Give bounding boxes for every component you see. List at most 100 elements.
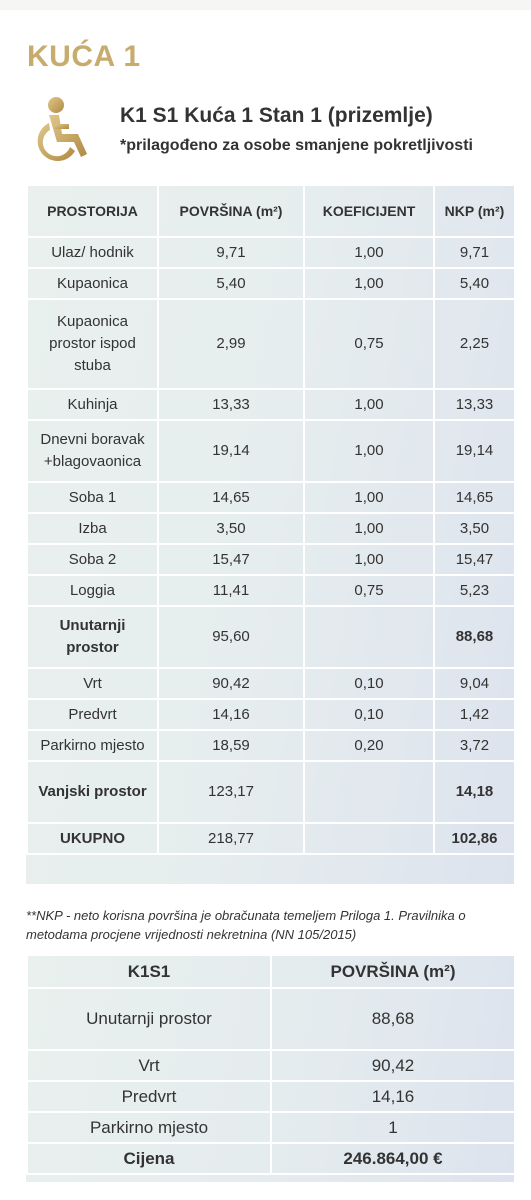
- summary-value: 88,68: [270, 987, 516, 1051]
- table-row: Soba 1 14,65 1,00 14,65: [26, 481, 516, 514]
- table-row: Predvrt 14,16 0,10 1,42: [26, 698, 516, 731]
- room-area: 19,14: [157, 419, 305, 483]
- price-value: 246.864,00 €: [270, 1142, 516, 1175]
- room-name: Loggia: [26, 574, 159, 607]
- room-name: Ulaz/ hodnik: [26, 236, 159, 269]
- room-area: 123,17: [157, 760, 305, 824]
- room-nkp: 1,42: [433, 698, 516, 731]
- room-nkp: 5,40: [433, 267, 516, 300]
- room-coef: 1,00: [303, 543, 435, 576]
- summary-table-header: K1S1 POVRŠINA (m²): [26, 954, 516, 989]
- rooms-table: PROSTORIJA POVRŠINA (m²) KOEFICIJENT NKP…: [26, 184, 516, 855]
- room-name: Parkirno mjesto: [26, 729, 159, 762]
- house-title: KUĆA 1: [27, 40, 141, 73]
- room-coef: 0,10: [303, 698, 435, 731]
- col-header-nkp: NKP (m²): [433, 184, 516, 238]
- room-coef: [303, 605, 435, 669]
- table-row: Kuhinja 13,33 1,00 13,33: [26, 388, 516, 421]
- table-row: Kupaonica prostor ispod stuba 2,99 0,75 …: [26, 298, 516, 390]
- col-header-room: PROSTORIJA: [26, 184, 159, 238]
- top-strip: [0, 0, 531, 10]
- rooms-table-header: PROSTORIJA POVRŠINA (m²) KOEFICIJENT NKP…: [26, 184, 516, 238]
- room-area: 5,40: [157, 267, 305, 300]
- room-area: 90,42: [157, 667, 305, 700]
- price-label: Cijena: [26, 1142, 272, 1175]
- table-row: Izba 3,50 1,00 3,50: [26, 512, 516, 545]
- room-coef: [303, 760, 435, 824]
- room-nkp: 2,25: [433, 298, 516, 390]
- table-row: Kupaonica 5,40 1,00 5,40: [26, 267, 516, 300]
- total-row: UKUPNO 218,77 102,86: [26, 822, 516, 855]
- room-name: Soba 2: [26, 543, 159, 576]
- room-coef: 1,00: [303, 388, 435, 421]
- subtotal-row: Unutarnji prostor 95,60 88,68: [26, 605, 516, 669]
- room-coef: 0,75: [303, 574, 435, 607]
- room-name: Kupaonica prostor ispod stuba: [26, 298, 159, 390]
- room-coef: 1,00: [303, 236, 435, 269]
- room-name: Unutarnji prostor: [26, 605, 159, 669]
- room-name: Soba 1: [26, 481, 159, 514]
- unit-title: K1 S1 Kuća 1 Stan 1 (prizemlje): [120, 104, 433, 127]
- room-name: UKUPNO: [26, 822, 159, 855]
- room-coef: 1,00: [303, 481, 435, 514]
- rooms-table-container: PROSTORIJA POVRŠINA (m²) KOEFICIJENT NKP…: [26, 184, 516, 884]
- summary-label: Vrt: [26, 1049, 272, 1082]
- summary-label: Parkirno mjesto: [26, 1111, 272, 1144]
- table-row: Loggia 11,41 0,75 5,23: [26, 574, 516, 607]
- table-row: Parkirno mjesto 18,59 0,20 3,72: [26, 729, 516, 762]
- room-area: 11,41: [157, 574, 305, 607]
- room-nkp: 9,71: [433, 236, 516, 269]
- table-row: Vrt 90,42: [26, 1049, 516, 1082]
- room-name: Izba: [26, 512, 159, 545]
- room-coef: 1,00: [303, 419, 435, 483]
- room-name: Predvrt: [26, 698, 159, 731]
- col-header-area: POVRŠINA (m²): [270, 954, 516, 989]
- room-coef: 1,00: [303, 267, 435, 300]
- room-nkp: 14,65: [433, 481, 516, 514]
- summary-table: K1S1 POVRŠINA (m²) Unutarnji prostor 88,…: [26, 954, 516, 1175]
- table-row: Predvrt 14,16: [26, 1080, 516, 1113]
- room-nkp: 3,50: [433, 512, 516, 545]
- room-nkp: 15,47: [433, 543, 516, 576]
- room-area: 9,71: [157, 236, 305, 269]
- room-coef: 0,10: [303, 667, 435, 700]
- nkp-footnote: **NKP - neto korisna površina je obračun…: [26, 908, 466, 942]
- summary-value: 1: [270, 1111, 516, 1144]
- room-coef: 0,20: [303, 729, 435, 762]
- subtotal-row: Vanjski prostor 123,17 14,18: [26, 760, 516, 824]
- wheelchair-icon: [35, 96, 97, 168]
- room-area: 218,77: [157, 822, 305, 855]
- room-coef: 0,75: [303, 298, 435, 390]
- room-nkp: 9,04: [433, 667, 516, 700]
- room-area: 14,16: [157, 698, 305, 731]
- room-nkp: 19,14: [433, 419, 516, 483]
- table-row: Unutarnji prostor 88,68: [26, 987, 516, 1051]
- col-header-unit: K1S1: [26, 954, 272, 989]
- room-nkp: 5,23: [433, 574, 516, 607]
- col-header-coef: KOEFICIJENT: [303, 184, 435, 238]
- table-row: Vrt 90,42 0,10 9,04: [26, 667, 516, 700]
- room-area: 13,33: [157, 388, 305, 421]
- room-area: 3,50: [157, 512, 305, 545]
- summary-value: 14,16: [270, 1080, 516, 1113]
- room-area: 15,47: [157, 543, 305, 576]
- room-name: Kuhinja: [26, 388, 159, 421]
- summary-table-container: K1S1 POVRŠINA (m²) Unutarnji prostor 88,…: [26, 954, 516, 1182]
- table-row: Dnevni boravak +blagovaonica 19,14 1,00 …: [26, 419, 516, 483]
- room-nkp: 88,68: [433, 605, 516, 669]
- room-nkp: 14,18: [433, 760, 516, 824]
- summary-label: Unutarnji prostor: [26, 987, 272, 1051]
- room-name: Vrt: [26, 667, 159, 700]
- summary-value: 90,42: [270, 1049, 516, 1082]
- room-name: Vanjski prostor: [26, 760, 159, 824]
- room-area: 95,60: [157, 605, 305, 669]
- room-nkp: 102,86: [433, 822, 516, 855]
- room-area: 14,65: [157, 481, 305, 514]
- room-nkp: 13,33: [433, 388, 516, 421]
- room-area: 2,99: [157, 298, 305, 390]
- room-nkp: 3,72: [433, 729, 516, 762]
- unit-subtitle: *prilagođeno za osobe smanjene pokretlji…: [120, 137, 473, 154]
- room-coef: [303, 822, 435, 855]
- room-area: 18,59: [157, 729, 305, 762]
- table-row: Ulaz/ hodnik 9,71 1,00 9,71: [26, 236, 516, 269]
